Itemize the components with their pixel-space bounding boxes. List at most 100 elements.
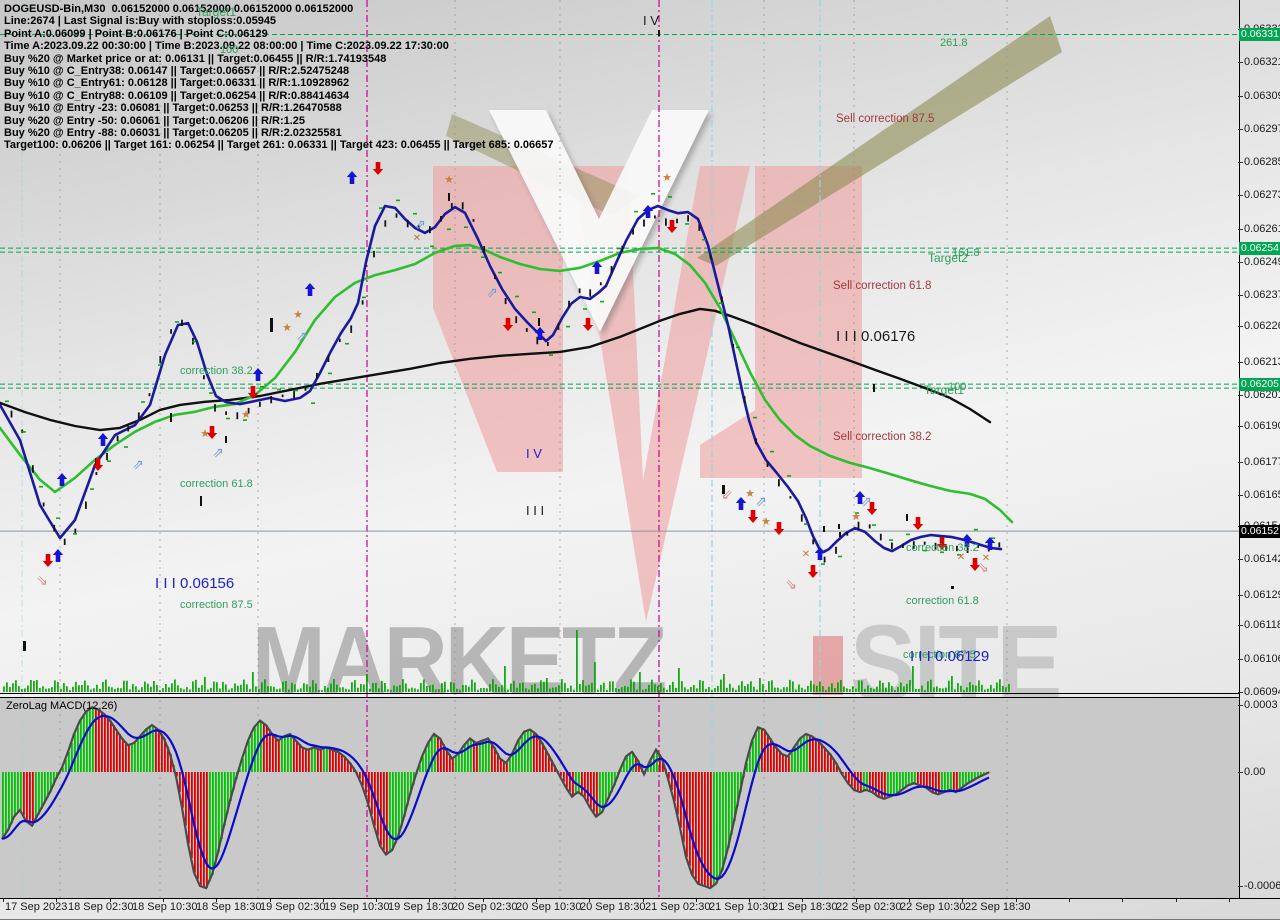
sell-arrow-icon xyxy=(372,162,384,175)
annotation-label: I V xyxy=(526,446,542,461)
time-axis-label: 19 Sep 10:30 xyxy=(324,901,390,913)
x-mark-icon: ✕ xyxy=(957,552,965,563)
star-icon: ★ xyxy=(200,427,210,440)
annotation-label: 100 xyxy=(948,381,967,393)
info-line: Target100: 0.06206 || Target 161: 0.0625… xyxy=(4,139,554,152)
buy-arrow-icon xyxy=(642,205,654,218)
time-axis-label: 20 Sep 02:30 xyxy=(452,901,518,913)
price-axis-tick xyxy=(1238,594,1243,596)
star-icon: ★ xyxy=(745,487,755,500)
price-axis-tick xyxy=(1238,495,1243,497)
target-price-badge: 0.06254 xyxy=(1239,241,1280,255)
price-axis-label: 0.06177 xyxy=(1244,455,1280,468)
annotation-label: I I I 0.06176 xyxy=(836,328,916,345)
time-axis-label: 22 Sep 02:30 xyxy=(836,901,902,913)
sell-arrow-icon xyxy=(747,510,759,523)
price-axis-tick xyxy=(1238,95,1243,97)
info-line: Buy %10 @ C_Entry38: 0.06147 || Target:0… xyxy=(4,65,350,78)
main-chart-bottom-border xyxy=(0,693,1239,694)
price-axis-label: 0.06106 xyxy=(1244,652,1280,665)
star-icon: ★ xyxy=(662,171,672,184)
hollow-down-arrow-icon: ⇘ xyxy=(785,577,797,593)
price-axis-label: 0.06249 xyxy=(1244,256,1280,269)
annotation-label: 161.8 xyxy=(952,247,980,259)
annotation-label: Sell correction 87.5 xyxy=(836,113,935,125)
price-axis-tick xyxy=(1238,262,1243,264)
info-line: Buy %10 @ C_Entry88: 0.06109 || Target:0… xyxy=(4,89,350,102)
candle-marks xyxy=(10,202,1001,563)
sell-arrow-icon xyxy=(773,522,785,535)
star-icon: ★ xyxy=(444,173,454,186)
price-axis-label: 0.06129 xyxy=(1244,588,1280,601)
sell-arrow-icon xyxy=(969,558,981,571)
time-axis-tick xyxy=(696,898,697,902)
star-icon: ★ xyxy=(282,321,292,334)
annotation-label: Sell correction 61.8 xyxy=(833,280,932,292)
annotation-label: correction 38.2 xyxy=(906,542,979,554)
macd-line xyxy=(1,705,990,890)
price-axis-tick xyxy=(1238,692,1243,693)
hollow-sw-arrow-icon: ⇙ xyxy=(721,487,733,503)
price-axis-label: 0.06321 xyxy=(1244,56,1280,69)
signal-markers: ★★★★★ ★★★ ★✕✕ ✕ ✕⇗⇗⇗⇗⇗⇗ ⇗⇘ ⇘⇘⇙ xyxy=(36,162,996,593)
price-axis-tick xyxy=(1238,461,1243,463)
macd-axis-label: 0.00 xyxy=(1244,766,1266,778)
axis-separator-vertical xyxy=(1239,0,1240,898)
time-axis-tick xyxy=(110,898,111,902)
info-line: Line:2674 | Last Signal is:Buy with stop… xyxy=(4,15,277,28)
star-icon: ★ xyxy=(293,308,303,321)
hollow-up-arrow-icon: ⇗ xyxy=(212,445,224,461)
price-axis-label: 0.06201 xyxy=(1244,389,1280,402)
x-mark-icon: ✕ xyxy=(802,549,810,560)
annotation-label: I I I 0.06156 xyxy=(155,575,235,592)
time-axis-tick xyxy=(483,898,484,902)
info-line: Buy %10 @ Entry -23: 0.06081 || Target:0… xyxy=(4,102,342,115)
annotation-label: correction 38.2 xyxy=(180,365,253,377)
price-axis-tick xyxy=(1238,558,1243,560)
signal-info-block: DOGEUSD-Bin,M30 0.06152000 0.06152000 0.… xyxy=(4,3,553,152)
time-axis-tick xyxy=(323,898,324,902)
vertical-lines xyxy=(21,0,1008,898)
hollow-up-arrow-icon: ⇗ xyxy=(486,285,498,301)
slow-ma-black xyxy=(0,307,992,432)
watermark-white-check xyxy=(489,110,709,332)
annotation-label: I I I xyxy=(526,503,545,518)
watermark-olive-swoosh-big xyxy=(697,16,1062,266)
fast-ma-blue-group xyxy=(0,204,1003,554)
price-axis-label: 0.06118 xyxy=(1244,619,1280,632)
time-axis-tick xyxy=(1016,898,1017,902)
time-axis-tick xyxy=(216,898,217,902)
mid-ma-green-group xyxy=(0,243,1014,524)
time-axis-tick xyxy=(270,898,271,902)
price-axis-label: 0.06285 xyxy=(1244,156,1280,169)
macd-line-group xyxy=(1,705,990,890)
hollow-down-arrow-icon: ⇘ xyxy=(36,573,48,589)
time-axis-tick xyxy=(802,898,803,902)
annotation-label: correction 87.5 xyxy=(903,649,976,661)
sell-arrow-icon xyxy=(666,220,678,233)
sell-arrow-icon xyxy=(247,386,259,399)
macd-indicator-label: ZeroLag MACD(12,26) xyxy=(6,700,118,712)
buy-arrow-icon xyxy=(854,491,866,504)
price-axis-tick xyxy=(1238,295,1243,297)
time-axis-tick xyxy=(1229,898,1230,902)
price-axis-tick xyxy=(1238,658,1243,660)
buy-arrow-icon xyxy=(591,261,603,274)
time-axis-tick xyxy=(536,898,537,902)
annotation-label: correction 61.8 xyxy=(180,478,253,490)
price-axis-label: 0.06297 xyxy=(1244,122,1280,135)
fast-ma-blue xyxy=(0,204,1003,554)
price-axis-tick xyxy=(1238,425,1243,427)
macd-bottom-border xyxy=(0,898,1280,899)
macd-axis-tick xyxy=(1238,886,1243,887)
sell-arrow-icon xyxy=(92,458,104,471)
time-axis-label: 18 Sep 02:30 xyxy=(68,901,134,913)
time-axis-label: 21 Sep 10:30 xyxy=(709,901,775,913)
hollow-down-arrow-icon: ⇘ xyxy=(977,560,989,576)
time-axis-tick xyxy=(856,898,857,902)
hollow-up-arrow-icon: ⇗ xyxy=(296,329,308,345)
time-axis-tick xyxy=(589,898,590,902)
